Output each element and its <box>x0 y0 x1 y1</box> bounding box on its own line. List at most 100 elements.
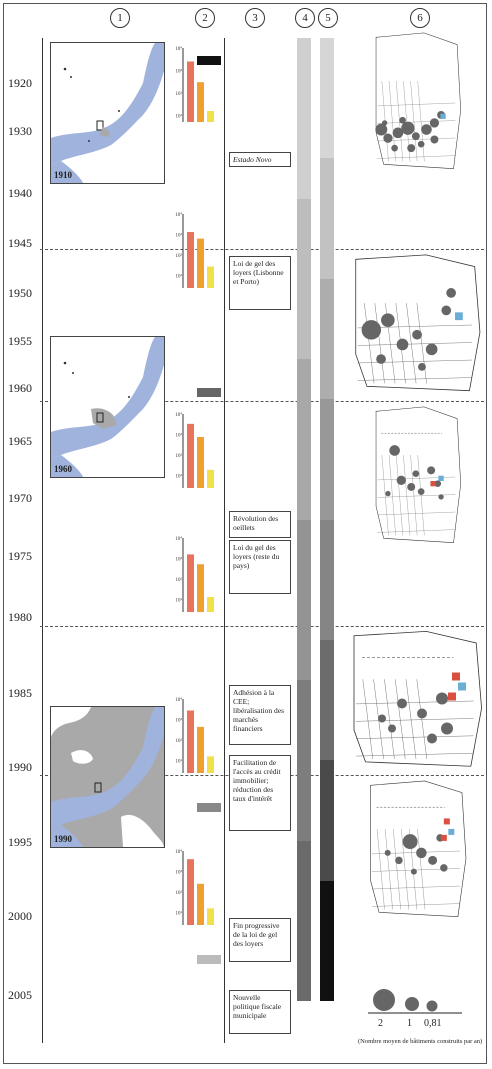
bar <box>187 423 194 488</box>
tick-label: 10³ <box>176 233 183 239</box>
construction-circle <box>421 124 432 135</box>
construction-circle <box>396 475 406 485</box>
construction-circle <box>378 714 386 723</box>
block-boundary <box>364 303 375 384</box>
block-boundary <box>355 735 474 739</box>
bar-chart-1: 10⁴10³10²10¹10⁰ <box>175 46 214 122</box>
bar-chart-2: 10⁴10³10²10¹10⁰ <box>175 212 214 288</box>
bar <box>207 908 214 925</box>
year-label: 1930 <box>8 124 32 138</box>
map-1960-drawing <box>51 337 164 477</box>
construction-circle <box>407 482 416 491</box>
block-boundary <box>410 81 418 162</box>
construction-circle <box>416 847 427 859</box>
block-boundary <box>355 700 474 705</box>
band-segment <box>320 880 334 1001</box>
band-segment <box>320 38 334 159</box>
bar-chart-4: 10⁴10³10²10¹10⁰ <box>175 536 214 612</box>
block-boundary <box>393 829 401 910</box>
year-label: 1970 <box>8 491 32 505</box>
map-year-label: 1910 <box>54 170 72 180</box>
map-panel <box>355 254 481 392</box>
period-divider <box>40 626 484 627</box>
construction-circle <box>438 494 444 500</box>
municipality-outline <box>370 780 467 918</box>
construction-circle <box>428 855 438 865</box>
block-boundary <box>410 455 418 536</box>
event-box: Révolution des oeillets <box>229 511 291 538</box>
block-boundary <box>416 679 427 760</box>
year-label: 1965 <box>8 434 32 448</box>
construction-circle <box>434 480 442 487</box>
column-number-3: 3 <box>245 8 265 28</box>
band-segment <box>297 519 311 680</box>
map-year-label: 1990 <box>54 834 72 844</box>
municipality-outline <box>375 32 461 169</box>
year-label: 2000 <box>8 909 32 923</box>
construction-circle <box>425 343 438 356</box>
event-box: Loi de gel des loyers (Lisbonne et Porto… <box>229 256 291 310</box>
map-1910-drawing <box>51 43 164 183</box>
tick-label: 10¹ <box>176 911 183 917</box>
legend-value: 0,81 <box>424 1018 442 1029</box>
construction-circle <box>397 698 407 709</box>
tick-label: 10² <box>176 91 183 97</box>
marker-bar <box>197 955 221 964</box>
construction-circle <box>389 445 400 456</box>
bar <box>197 883 204 925</box>
block-boundary <box>401 829 409 910</box>
year-label: 1920 <box>8 76 32 90</box>
year-label: 1960 <box>8 381 32 395</box>
blue-marker <box>440 113 446 119</box>
blue-marker <box>448 828 455 835</box>
event-box: Adhésion à la CEE; libéralisation des ma… <box>229 685 291 745</box>
period-divider <box>40 249 484 250</box>
block-boundary <box>371 903 460 907</box>
construction-circle <box>384 849 391 856</box>
bar <box>187 554 194 612</box>
block-boundary <box>396 455 403 536</box>
construction-circle <box>401 121 415 135</box>
tick-label: 10⁴ <box>175 212 182 218</box>
bar <box>207 266 214 288</box>
construction-circle <box>396 338 409 351</box>
construction-circle <box>417 140 425 148</box>
marker-bar <box>197 388 221 397</box>
bar <box>187 710 194 773</box>
tick-label: 10⁴ <box>175 46 182 52</box>
bar <box>187 61 194 122</box>
construction-circle <box>391 144 398 152</box>
construction-circle <box>436 692 448 705</box>
legend-note: (Nombre moyen de bâtiments construits pa… <box>358 1038 483 1045</box>
band-segment <box>320 639 334 761</box>
municipality-outline <box>375 406 461 543</box>
block-boundary <box>403 455 411 536</box>
event-box: Fin progressive de la loi de gel des loy… <box>229 918 291 962</box>
year-label: 1995 <box>8 835 32 849</box>
block-boundary <box>377 120 456 124</box>
column-number-5: 5 <box>318 8 338 28</box>
tick-label: 10² <box>176 890 183 896</box>
construction-circle <box>417 488 425 495</box>
bar <box>197 564 204 612</box>
tick-label: 10² <box>176 453 183 459</box>
block-boundary <box>417 829 426 910</box>
bar <box>197 238 204 288</box>
red-marker <box>443 818 450 825</box>
construction-circle <box>410 868 417 875</box>
tick-label: 10³ <box>176 870 183 876</box>
bar <box>197 82 204 122</box>
construction-circle <box>412 329 422 340</box>
tick-label: 10¹ <box>176 274 183 280</box>
map-panel <box>370 780 467 918</box>
time-axis <box>42 38 43 1043</box>
block-boundary <box>355 753 474 757</box>
tick-label: 10¹ <box>176 759 183 765</box>
column-number-1: 1 <box>110 8 130 28</box>
bar <box>207 469 214 488</box>
block-boundary <box>377 102 456 107</box>
band-segment <box>320 760 334 881</box>
red-marker <box>448 692 456 701</box>
column-number-4: 4 <box>295 8 315 28</box>
band-segment <box>320 519 334 640</box>
